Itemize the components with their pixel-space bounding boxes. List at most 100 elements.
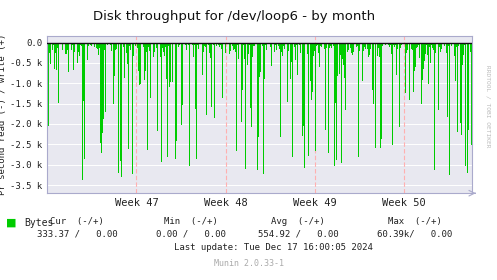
Bar — [48, 43, 49, 126]
Bar — [426, 43, 427, 45]
Bar — [216, 43, 217, 46]
Bar — [403, 43, 404, 44]
Bar — [305, 43, 306, 169]
Bar — [256, 43, 257, 170]
Bar — [388, 43, 389, 45]
Bar — [295, 43, 296, 60]
Bar — [101, 43, 102, 153]
Bar — [210, 43, 211, 58]
Bar — [188, 43, 189, 45]
Bar — [415, 43, 416, 67]
Bar — [405, 43, 406, 93]
Bar — [324, 43, 325, 49]
Bar — [56, 43, 57, 70]
Bar — [411, 43, 412, 49]
Text: Last update: Tue Dec 17 16:00:05 2024: Last update: Tue Dec 17 16:00:05 2024 — [174, 243, 373, 252]
Bar — [422, 43, 423, 69]
Bar — [400, 43, 401, 48]
Bar — [432, 43, 433, 48]
Bar — [380, 43, 381, 148]
Bar — [241, 43, 242, 122]
Bar — [236, 43, 237, 151]
Bar — [285, 43, 286, 44]
Bar — [109, 43, 110, 45]
Bar — [309, 43, 310, 44]
Bar — [463, 43, 464, 55]
Bar — [205, 43, 206, 47]
Bar — [232, 43, 233, 46]
Bar — [437, 43, 438, 110]
Bar — [472, 43, 473, 172]
Bar — [218, 43, 219, 45]
Bar — [84, 43, 85, 158]
Bar — [211, 43, 212, 108]
Bar — [170, 43, 171, 82]
Bar — [79, 43, 80, 56]
Bar — [77, 43, 78, 62]
Bar — [290, 43, 291, 79]
Bar — [313, 43, 314, 57]
Bar — [430, 43, 431, 64]
Bar — [377, 43, 378, 56]
Bar — [417, 43, 418, 47]
Bar — [225, 43, 226, 53]
Y-axis label: Pr second read (-) / write (+): Pr second read (-) / write (+) — [0, 34, 7, 195]
Bar — [340, 43, 341, 163]
Bar — [208, 43, 209, 45]
Bar — [209, 43, 210, 53]
Bar — [389, 43, 390, 46]
Bar — [57, 43, 58, 48]
Bar — [93, 43, 94, 47]
Bar — [379, 43, 380, 57]
Bar — [434, 43, 435, 170]
Bar — [71, 43, 72, 50]
Bar — [191, 43, 192, 45]
Bar — [75, 43, 76, 52]
Bar — [416, 43, 417, 48]
Bar — [78, 43, 79, 52]
Bar — [89, 43, 90, 44]
Bar — [90, 43, 91, 45]
Bar — [331, 43, 332, 48]
Bar — [55, 43, 56, 53]
Bar — [219, 43, 220, 47]
Bar — [182, 43, 183, 105]
Bar — [343, 43, 344, 65]
Bar — [266, 43, 267, 50]
Bar — [383, 43, 384, 44]
Bar — [339, 43, 340, 55]
Bar — [173, 43, 174, 44]
Bar — [81, 43, 82, 46]
Bar — [272, 43, 273, 62]
Bar — [275, 43, 276, 45]
Bar — [470, 43, 471, 52]
Bar — [277, 43, 278, 45]
Bar — [87, 43, 88, 60]
Bar — [183, 43, 184, 44]
Bar — [325, 43, 326, 130]
Bar — [392, 43, 393, 145]
Bar — [378, 43, 379, 48]
Bar — [67, 43, 68, 50]
Bar — [99, 43, 100, 48]
Text: Avg  (-/+): Avg (-/+) — [271, 217, 325, 226]
Bar — [165, 43, 166, 47]
Bar — [398, 43, 399, 44]
Bar — [348, 43, 349, 50]
Bar — [393, 43, 394, 45]
Bar — [322, 43, 323, 47]
Bar — [353, 43, 354, 52]
Bar — [458, 43, 459, 46]
Bar — [120, 43, 121, 161]
Bar — [251, 43, 252, 127]
Bar — [115, 43, 116, 50]
Bar — [294, 43, 295, 47]
Bar — [54, 43, 55, 69]
Bar — [144, 43, 145, 80]
Bar — [455, 43, 456, 81]
Bar — [61, 43, 62, 44]
Bar — [166, 43, 167, 80]
Bar — [357, 43, 358, 46]
Bar — [70, 43, 71, 44]
Bar — [465, 43, 466, 166]
